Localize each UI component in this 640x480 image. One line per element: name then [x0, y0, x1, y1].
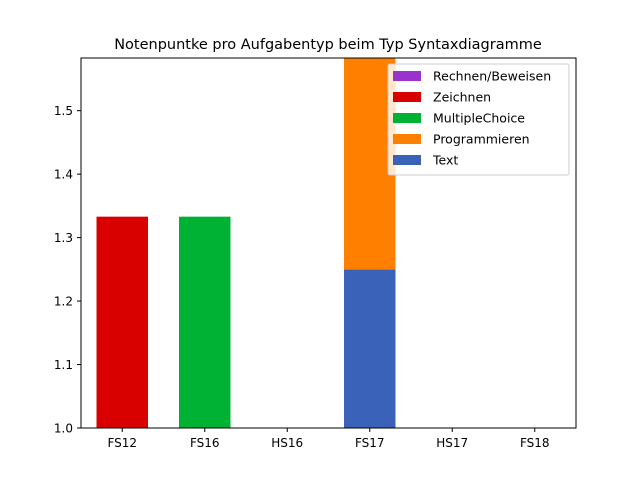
bar-text-fs17 [344, 269, 396, 428]
legend-label: Zeichnen [433, 90, 491, 105]
plot-frame [80, 57, 577, 429]
bar-programmieren-fs17 [344, 58, 396, 270]
legend-label: MultipleChoice [433, 111, 525, 126]
x-tick-label: FS16 [190, 436, 220, 450]
legend-frame [387, 63, 570, 176]
legend-swatch [393, 134, 421, 144]
chart-title: Notenpuntke pro Aufgabentyp beim Typ Syn… [114, 37, 542, 53]
legend-swatch [393, 71, 421, 81]
x-tick-label: HS17 [436, 436, 468, 450]
y-tick-label: 1.4 [54, 168, 73, 182]
legend-swatch [393, 113, 421, 123]
x-tick-label: HS16 [271, 436, 303, 450]
x-tick-label: FS18 [520, 436, 550, 450]
axes-group: FS12 FS16 HS16 FS17 HS17 FS18 1.0 1.1 1.2 1.3 1.4 1… [54, 57, 577, 450]
legend: Rechnen/Beweisen Zeichnen MultipleChoice Pr… [387, 63, 570, 176]
legend-label: Programmieren [433, 132, 530, 147]
x-tick-label: FS12 [107, 436, 137, 450]
y-tick-label: 1.1 [54, 358, 73, 372]
bars-group [96, 58, 396, 428]
legend-label: Text [432, 153, 458, 168]
legend-swatch [393, 92, 421, 102]
y-tick-label: 1.5 [54, 104, 73, 118]
bar-multiplechoice-fs16 [179, 216, 231, 428]
x-tick-label: FS17 [355, 436, 385, 450]
y-tick-label: 1.3 [54, 231, 73, 245]
y-tick-label: 1.0 [54, 422, 73, 436]
legend-label: Rechnen/Beweisen [433, 69, 551, 84]
y-tick-label: 1.2 [54, 295, 73, 309]
legend-swatch [393, 155, 421, 165]
bar-zeichnen-fs12 [96, 216, 148, 428]
